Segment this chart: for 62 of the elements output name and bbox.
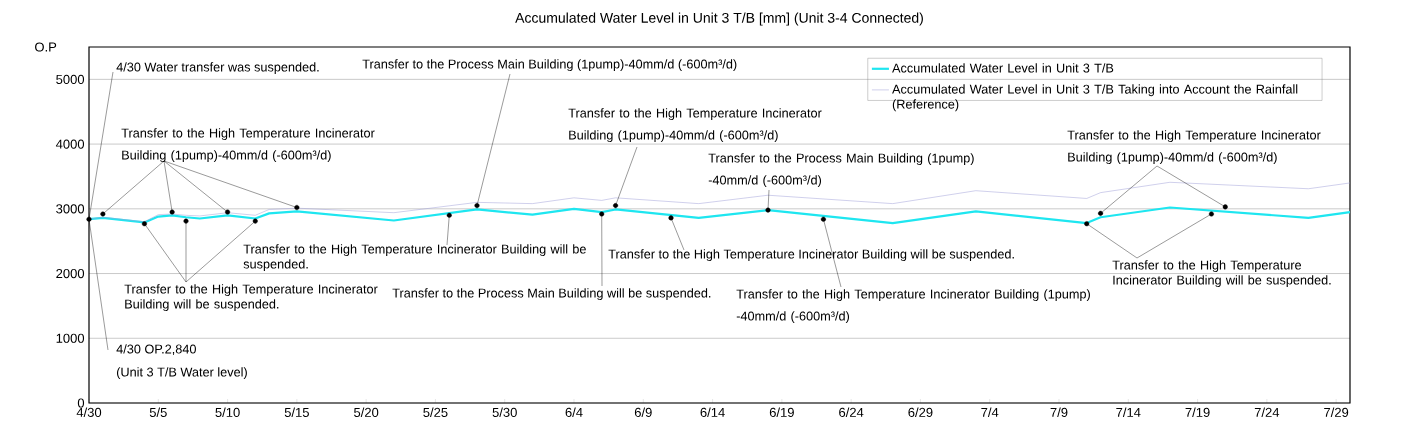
x-tick-label: 6/19 bbox=[769, 407, 794, 417]
point bbox=[474, 203, 480, 209]
annotation: Transfer to the High Temperature Incinerator Building will be suspended. bbox=[608, 249, 1014, 262]
x-tick-label: 7/4 bbox=[981, 407, 999, 417]
x-tick-label: 7/24 bbox=[1254, 407, 1280, 417]
x-tick-label: 6/9 bbox=[634, 407, 652, 417]
annotation: Transfer to the High Temperature Incinerator Building will be suspended. bbox=[243, 244, 586, 272]
y-axis-title: O.P bbox=[35, 42, 57, 52]
x-tick-label: 7/29 bbox=[1324, 407, 1349, 417]
annotation: Transfer to the Process Main Building (1pump) -40mm/d (-600m³/d) bbox=[708, 153, 974, 188]
x-tick-label: 7/14 bbox=[1116, 407, 1141, 417]
x-tick-label: 5/15 bbox=[284, 407, 309, 417]
y-tick-label: 4000 bbox=[55, 139, 85, 149]
annotation: 4/30 OP.2,840 bbox=[116, 344, 196, 356]
x-tick-label: 5/25 bbox=[423, 407, 448, 417]
point bbox=[1084, 221, 1090, 227]
annotation: Transfer to the Process Main Building (1pump)-40mm/d (-600m³/d) bbox=[362, 59, 737, 72]
point bbox=[1098, 210, 1104, 216]
point bbox=[765, 207, 771, 213]
annotation: (Unit 3 T/B Water level) bbox=[116, 367, 247, 380]
point bbox=[1208, 211, 1214, 217]
point bbox=[446, 212, 452, 218]
x-tick-label: 6/4 bbox=[565, 407, 583, 417]
x-tick-label: 7/9 bbox=[1050, 407, 1068, 417]
point bbox=[225, 209, 231, 215]
legend-label: Accumulated Water Level in Unit 3 T/B Taking into Account the Rainfall (Reference) bbox=[892, 84, 1298, 112]
annotation: 4/30 Water transfer was suspended. bbox=[116, 62, 319, 75]
point bbox=[86, 216, 92, 222]
annotation: Transfer to the High Temperature Incinerator Building will be suspended. bbox=[124, 284, 378, 312]
y-tick-label: 2000 bbox=[56, 268, 85, 279]
point bbox=[820, 216, 826, 222]
x-tick-label: 6/14 bbox=[700, 407, 725, 417]
legend-label: Accumulated Water Level in Unit 3 T/B bbox=[892, 63, 1114, 73]
point bbox=[1222, 204, 1228, 210]
y-tick-label: 3000 bbox=[56, 204, 85, 214]
x-tick-label: 5/10 bbox=[215, 407, 240, 417]
annotation: Transfer to the High Temperature Incinerator Building will be suspended. bbox=[1112, 260, 1331, 288]
x-tick-label: 6/29 bbox=[908, 407, 933, 417]
chart-title: Accumulated Water Level in Unit 3 T/B [mm] (Unit 3-4 Connected) bbox=[515, 12, 923, 26]
point bbox=[141, 221, 147, 227]
y-tick-label: 0 bbox=[77, 398, 85, 408]
annotation: Transfer to the High Temperature Incinerator Building (1pump) -40mm/d (-600m³/d) bbox=[736, 289, 1090, 324]
annotation: Transfer to the High Temperature Incinerator Building (1pump)-40mm/d (-600m³/d) bbox=[1067, 130, 1321, 165]
point bbox=[100, 211, 106, 217]
point bbox=[613, 203, 619, 209]
point bbox=[599, 211, 605, 217]
x-tick-label: 7/19 bbox=[1185, 407, 1210, 417]
x-tick-label: 5/30 bbox=[492, 407, 517, 417]
point bbox=[183, 218, 189, 224]
x-tick-label: 6/24 bbox=[839, 407, 864, 417]
x-tick-label: 4/30 bbox=[76, 407, 102, 417]
point bbox=[668, 215, 674, 221]
y-tick-label: 5000 bbox=[56, 74, 85, 84]
annotation: Transfer to the High Temperature Incinerator Building (1pump)-40mm/d (-600m³/d) bbox=[121, 128, 375, 163]
point bbox=[169, 209, 175, 215]
point bbox=[294, 205, 300, 211]
annotation: Transfer to the High Temperature Incinerator Building (1pump)-40mm/d (-600m³/d) bbox=[568, 108, 822, 143]
x-tick-label: 5/5 bbox=[149, 407, 167, 417]
annotation: Transfer to the Process Main Building will be suspended. bbox=[392, 288, 711, 301]
y-tick-label: 1000 bbox=[56, 333, 85, 343]
point bbox=[252, 218, 258, 224]
x-tick-label: 5/20 bbox=[354, 407, 379, 417]
